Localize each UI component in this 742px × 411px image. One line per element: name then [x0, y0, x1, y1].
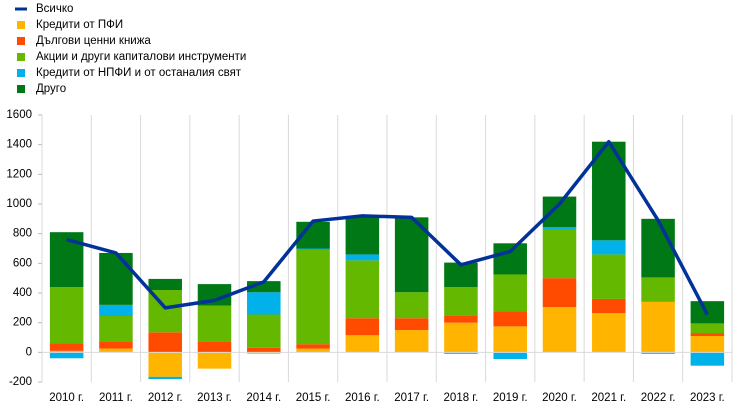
bar-segment	[99, 348, 133, 353]
x-tick-label: 2014 г.	[246, 392, 281, 404]
bar-segment	[247, 281, 281, 293]
y-tick-label: 1000	[6, 198, 32, 210]
bar-segment	[444, 262, 478, 288]
bar-segment	[542, 226, 577, 230]
bar-segment	[49, 287, 84, 344]
bar-segment	[197, 352, 232, 369]
bar-segment	[394, 292, 429, 319]
bar-segment	[690, 323, 725, 334]
y-tick-label: 800	[13, 228, 32, 240]
legend-swatch	[17, 85, 25, 93]
legend-label: Кредити от НПФИ и от останалия свят	[36, 67, 242, 79]
x-tick-label: 2020 г.	[542, 392, 577, 404]
bar-segment	[296, 248, 330, 250]
bar-segment	[247, 292, 281, 315]
total-line	[66, 139, 709, 316]
bar-segment	[493, 243, 527, 275]
bar-segment	[641, 352, 675, 354]
legend-label: Всичко	[36, 3, 73, 15]
y-tick-label: -200	[9, 376, 32, 388]
bar-segment	[49, 343, 84, 351]
y-tick-label: 600	[13, 257, 32, 269]
y-tick-label: 400	[13, 287, 32, 299]
bar-segment	[493, 352, 527, 360]
legend-label: Кредити от ПФИ	[36, 19, 123, 31]
bar-segment	[99, 252, 133, 305]
bar-segment	[542, 278, 577, 308]
bar-segment	[148, 278, 182, 291]
legend-swatch	[17, 37, 25, 45]
x-tick-label: 2011 г.	[99, 392, 133, 404]
bar-segment	[641, 277, 675, 302]
bar-segment	[345, 217, 380, 255]
bar-segment	[99, 304, 133, 316]
bar-segment	[49, 350, 84, 353]
legend-label: Друго	[36, 83, 66, 95]
bar-segment	[542, 229, 577, 279]
bar-segment	[444, 322, 478, 353]
y-tick-label: 200	[13, 317, 32, 329]
bar-segment	[641, 301, 675, 302]
legend-swatch	[17, 69, 25, 77]
bar-segment	[493, 311, 527, 327]
bar-segment	[641, 218, 675, 278]
legend-swatch	[17, 21, 25, 29]
x-tick-label: 2010 г.	[49, 392, 84, 404]
x-tick-label: 2013 г.	[197, 392, 232, 404]
x-tick-label: 2021 г.	[591, 392, 626, 404]
bar-segment	[542, 307, 577, 353]
bar-segment	[197, 305, 232, 342]
x-tick-label: 2015 г.	[296, 392, 331, 404]
x-tick-label: 2022 г.	[641, 392, 676, 404]
bar-segment	[542, 196, 577, 227]
legend-label: Акции и други капиталови инструменти	[36, 51, 246, 63]
bar-segment	[493, 326, 527, 353]
bar-segment	[148, 332, 182, 353]
bar-segment	[99, 315, 133, 342]
bar-segment	[493, 274, 527, 312]
bar-segment	[345, 318, 380, 336]
x-tick-label: 2016 г.	[345, 392, 380, 404]
bar-segment	[641, 301, 675, 353]
bar-segment	[99, 341, 133, 349]
bar-segment	[345, 254, 380, 261]
bar-segment	[49, 352, 84, 359]
x-tick-label: 2012 г.	[148, 392, 183, 404]
x-tick-label: 2019 г.	[493, 392, 528, 404]
bar-segment	[592, 298, 626, 314]
bar-segment	[394, 330, 429, 353]
y-tick-label: 0	[26, 346, 32, 358]
bar-segment	[592, 254, 626, 299]
bar-segment	[296, 348, 330, 353]
bar-segment	[394, 318, 429, 331]
bar-segment	[247, 352, 281, 354]
bar-segment	[345, 335, 380, 353]
bar-segment	[690, 336, 725, 353]
bar-segment	[148, 376, 182, 380]
bar-segment	[296, 344, 330, 349]
bar-segment	[345, 260, 380, 319]
bar-segment	[444, 315, 478, 323]
x-tick-label: 2023 г.	[690, 392, 725, 404]
bar-segment	[690, 333, 725, 337]
bar-segment	[690, 352, 725, 366]
bar-segment	[592, 313, 626, 353]
legend-label: Дългови ценни книжа	[36, 35, 151, 47]
x-tick-label: 2018 г.	[444, 392, 479, 404]
bar-segment	[197, 341, 232, 353]
bar-segment	[247, 347, 281, 353]
legend-swatch	[17, 53, 25, 61]
x-tick-label: 2017 г.	[394, 392, 429, 404]
y-tick-label: 1200	[6, 168, 32, 180]
y-tick-label: 1600	[6, 109, 32, 121]
bar-segment	[444, 352, 478, 354]
bar-segment	[444, 287, 478, 316]
bar-segment	[247, 314, 281, 348]
y-tick-label: 1400	[6, 139, 32, 151]
bar-segment	[148, 352, 182, 377]
bar-segment	[592, 240, 626, 255]
bar-segment	[296, 249, 330, 345]
